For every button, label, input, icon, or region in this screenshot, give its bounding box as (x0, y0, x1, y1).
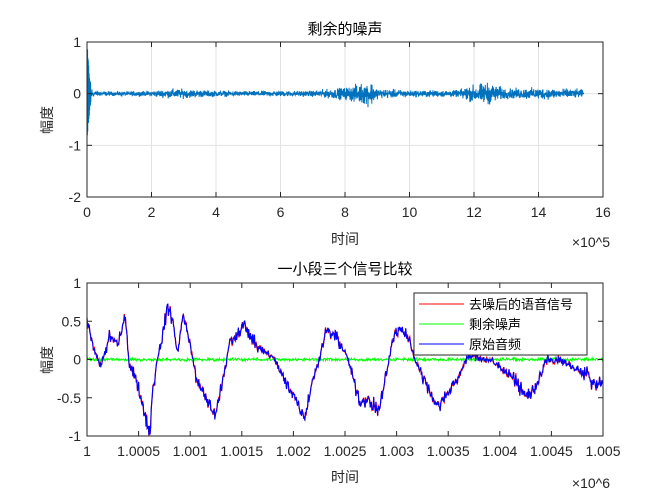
x-tick-label: 8 (341, 204, 349, 220)
y-tick-label: -2 (69, 189, 82, 205)
y-tick-label: 0.5 (62, 313, 82, 329)
y-tick-label: 0 (73, 352, 81, 368)
y-tick-label: 0 (73, 86, 81, 102)
x-tick-label: 1.0025 (324, 443, 367, 459)
x-tick-label: 6 (277, 204, 285, 220)
x-tick-label: 1.003 (379, 443, 414, 459)
series-line-original (86, 303, 604, 435)
ticks: 1 1.0005 1.001 1.0015 1.002 1.0025 1.003 1.0035… (57, 275, 621, 459)
y-tick-label: -1 (69, 137, 82, 153)
axes-signal-comparison: 1 1.0005 1.001 1.0015 1.002 1.0025 1.003 1.0035… (40, 260, 621, 491)
y-tick-label: -0.5 (57, 390, 81, 406)
x-tick-label: 0 (83, 204, 91, 220)
y-tick-label: 1 (73, 275, 81, 291)
y-tick-label: 1 (73, 34, 81, 50)
x-tick-label: 12 (466, 204, 482, 220)
legend-label-denoised: 去噪后的语音信号 (469, 297, 573, 313)
x-tick-label: 1.002 (276, 443, 311, 459)
x-tick-label: 2 (148, 204, 156, 220)
x-tick-label: 1.0005 (117, 443, 160, 459)
x-tick-label: 4 (212, 204, 220, 220)
legend-box (413, 292, 588, 356)
x-tick-label: 14 (531, 204, 547, 220)
x-tick-label: 1.0035 (427, 443, 470, 459)
y-axis-label: 幅度 (40, 106, 56, 134)
x-tick-label: 1.004 (482, 443, 517, 459)
x-tick-label: 10 (402, 204, 418, 220)
series-line-residual (86, 355, 604, 364)
series-lines (86, 49, 585, 140)
y-axis-label: 幅度 (40, 346, 56, 374)
x-exponent-label: ×10^5 (572, 234, 610, 250)
x-axis-label: 时间 (331, 470, 359, 486)
legend-label-residual: 剩余噪声 (469, 317, 521, 333)
x-tick-label: 1 (83, 443, 91, 459)
x-axis-label: 时间 (331, 232, 359, 248)
x-tick-label: 1.005 (585, 443, 620, 459)
x-exponent-label: ×10^6 (572, 475, 610, 491)
chart-title: 剩余的噪声 (307, 20, 382, 38)
x-tick-label: 1.0015 (220, 443, 263, 459)
x-tick-label: 1.001 (173, 443, 208, 459)
x-tick-label: 1.0045 (530, 443, 573, 459)
series-lines (86, 303, 604, 436)
x-tick-label: 16 (595, 204, 611, 220)
legend[interactable]: 去噪后的语音信号 剩余噪声 原始音频 (413, 292, 588, 356)
y-tick-label: -1 (69, 428, 82, 444)
series-line-residual-noise (86, 49, 585, 140)
chart-title: 一小段三个信号比较 (277, 260, 412, 278)
legend-label-original: 原始音频 (469, 337, 521, 353)
